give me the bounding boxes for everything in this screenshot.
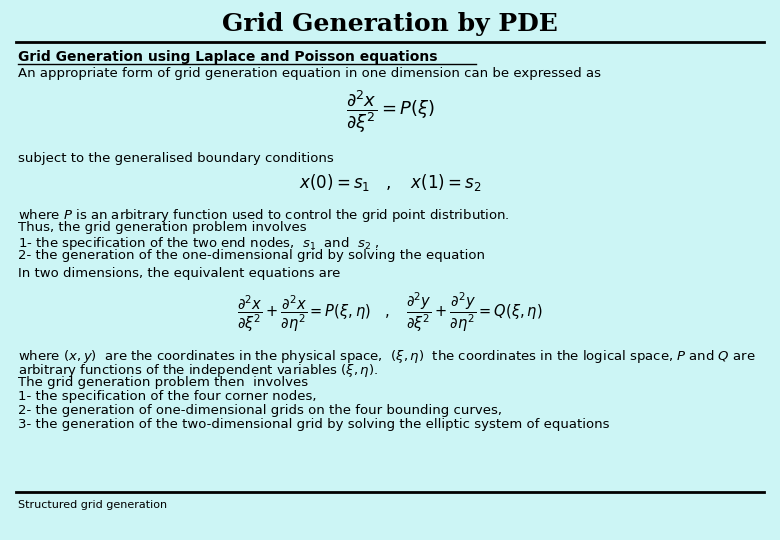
Text: where $P$ is an arbitrary function used to control the grid point distribution.: where $P$ is an arbitrary function used … [18, 207, 509, 224]
Text: where $(x,y)$  are the coordinates in the physical space,  $(\xi,\eta)$  the coo: where $(x,y)$ are the coordinates in the… [18, 348, 756, 365]
Text: $x(0) = s_1 \quad , \quad x(1) = s_2$: $x(0) = s_1 \quad , \quad x(1) = s_2$ [299, 172, 481, 193]
Text: $\dfrac{\partial^2 x}{\partial \xi^2} + \dfrac{\partial^2 x}{\partial \eta^2} = : $\dfrac{\partial^2 x}{\partial \xi^2} + … [237, 290, 543, 334]
Text: $\dfrac{\partial^2 x}{\partial \xi^2} = P(\xi)$: $\dfrac{\partial^2 x}{\partial \xi^2} = … [346, 88, 434, 135]
Text: subject to the generalised boundary conditions: subject to the generalised boundary cond… [18, 152, 334, 165]
Text: 2- the generation of one-dimensional grids on the four bounding curves,: 2- the generation of one-dimensional gri… [18, 404, 502, 417]
Text: Grid Generation using Laplace and Poisson equations: Grid Generation using Laplace and Poisso… [18, 50, 438, 64]
Text: 2- the generation of the one-dimensional grid by solving the equation: 2- the generation of the one-dimensional… [18, 249, 485, 262]
Text: Thus, the grid generation problem involves: Thus, the grid generation problem involv… [18, 221, 307, 234]
Text: The grid generation problem then  involves: The grid generation problem then involve… [18, 376, 308, 389]
Text: 3- the generation of the two-dimensional grid by solving the elliptic system of : 3- the generation of the two-dimensional… [18, 418, 609, 431]
Text: In two dimensions, the equivalent equations are: In two dimensions, the equivalent equati… [18, 267, 340, 280]
Text: 1- the specification of the two end nodes,  $s_1$  and  $s_2$ ,: 1- the specification of the two end node… [18, 235, 379, 252]
Text: Structured grid generation: Structured grid generation [18, 500, 167, 510]
Text: 1- the specification of the four corner nodes,: 1- the specification of the four corner … [18, 390, 317, 403]
Text: Grid Generation by PDE: Grid Generation by PDE [222, 12, 558, 36]
Text: An appropriate form of grid generation equation in one dimension can be expresse: An appropriate form of grid generation e… [18, 67, 601, 80]
Text: arbitrary functions of the independent variables $(\xi,\eta)$.: arbitrary functions of the independent v… [18, 362, 378, 379]
